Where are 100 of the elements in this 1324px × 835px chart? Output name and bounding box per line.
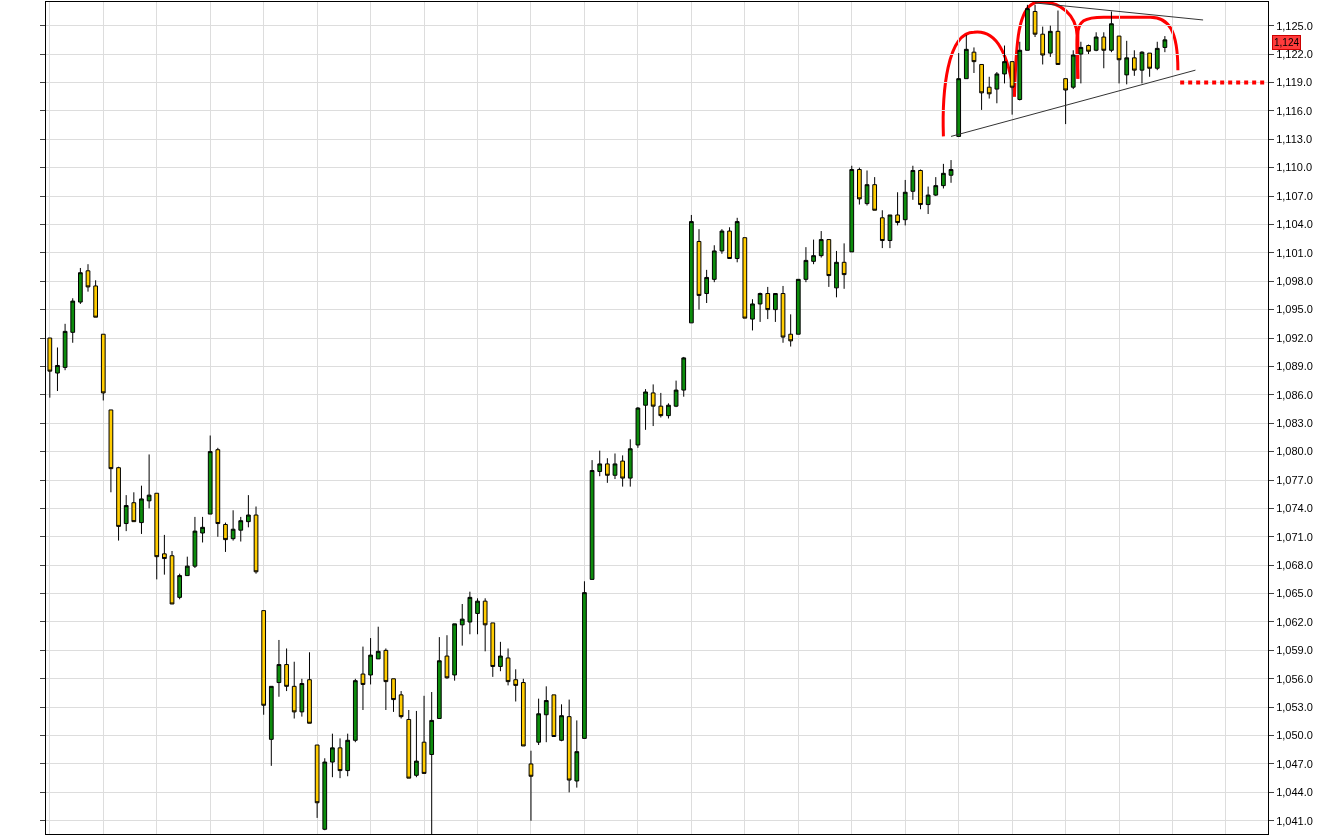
- candlestick: [70, 297, 76, 344]
- candlestick: [589, 459, 595, 580]
- y-tick-label: 1,077.0: [1276, 473, 1313, 486]
- candlestick: [650, 383, 656, 427]
- candlestick: [971, 46, 977, 74]
- candlestick: [1040, 26, 1046, 65]
- candlestick: [375, 626, 381, 660]
- candlestick: [192, 516, 198, 569]
- candlestick: [276, 639, 282, 698]
- candlestick: [253, 506, 259, 575]
- y-tick-label: 1,086.0: [1276, 388, 1313, 401]
- candlestick: [727, 226, 732, 260]
- y-tick-label: 1,122.0: [1276, 47, 1313, 60]
- candlestick: [795, 278, 801, 335]
- candlestick: [200, 516, 205, 543]
- candlestick: [857, 167, 862, 206]
- candlestick: [520, 678, 526, 747]
- candlestick: [1101, 31, 1107, 69]
- candlestick: [284, 647, 289, 692]
- candlestick: [215, 447, 221, 538]
- candlestick: [406, 709, 412, 779]
- candlestick: [1009, 61, 1015, 116]
- candlestick: [452, 623, 457, 682]
- candlestick: [895, 191, 900, 226]
- candlestick: [246, 494, 251, 528]
- y-tick-label: 1,089.0: [1276, 360, 1313, 373]
- candlestick: [612, 452, 618, 480]
- candlestick: [1139, 50, 1145, 84]
- y-tick-label: 1,116.0: [1276, 104, 1313, 117]
- y-tick-label: 1,068.0: [1276, 559, 1313, 572]
- candlestick: [528, 750, 534, 822]
- candlestick: [177, 573, 183, 600]
- candlestick: [551, 694, 557, 738]
- y-tick-label: 1,110.0: [1276, 161, 1313, 174]
- candlestick: [1162, 35, 1168, 53]
- candlestick: [673, 380, 679, 408]
- candlestick: [872, 176, 878, 211]
- candlestick: [184, 556, 190, 577]
- candlestick: [383, 647, 389, 711]
- candlestick: [291, 661, 297, 720]
- candlestick: [207, 435, 213, 515]
- candlestick: [956, 52, 962, 137]
- candlestick: [100, 333, 106, 401]
- candlestick: [1070, 49, 1076, 90]
- candlestick: [1154, 41, 1160, 71]
- candlestick: [1047, 25, 1053, 58]
- candlestick: [505, 647, 511, 686]
- candlestick: [757, 292, 763, 323]
- candlestick: [826, 239, 832, 288]
- candlestick: [879, 209, 885, 249]
- candlestick: [734, 217, 740, 263]
- candlestick: [78, 267, 83, 305]
- candlestick: [925, 186, 931, 215]
- candlestick: [62, 323, 68, 371]
- y-tick-label: 1,107.0: [1276, 189, 1313, 202]
- candlestick: [108, 409, 114, 493]
- candlestick: [597, 450, 603, 477]
- candlestick: [780, 285, 786, 344]
- candlestick: [398, 690, 404, 720]
- candlestick: [902, 179, 908, 226]
- y-tick-label: 1,104.0: [1276, 218, 1313, 231]
- candlestick: [994, 71, 1000, 104]
- candlestick: [230, 509, 236, 542]
- candlestick: [536, 698, 541, 746]
- y-tick-label: 1,101.0: [1276, 246, 1313, 259]
- candlestick: [146, 453, 152, 509]
- candlestick: [666, 402, 671, 419]
- candlestick: [750, 298, 755, 331]
- candlestick: [811, 239, 816, 265]
- candlestick: [773, 293, 778, 323]
- candlestick: [711, 244, 717, 283]
- candlestick: [559, 703, 564, 742]
- candlestick: [154, 492, 160, 580]
- candlestick: [788, 313, 794, 348]
- candlestick: [55, 346, 60, 392]
- candlestick: [223, 522, 228, 553]
- y-tick-label: 1,095.0: [1276, 303, 1313, 316]
- candlestick: [330, 733, 335, 778]
- candlestick: [704, 269, 710, 304]
- candlestick: [1032, 4, 1038, 38]
- candlestick: [765, 286, 771, 320]
- candlestick: [742, 237, 748, 319]
- candlestick: [444, 634, 450, 680]
- y-tick-label: 1,047.0: [1276, 757, 1313, 770]
- candlestick: [391, 678, 396, 713]
- candlestick: [582, 580, 587, 739]
- y-tick-label: 1,041.0: [1276, 814, 1313, 827]
- candlestick: [490, 622, 496, 678]
- candlestick: [1025, 4, 1030, 51]
- candlestick: [620, 454, 625, 488]
- candlestick: [1147, 52, 1152, 78]
- y-tick-label: 1,080.0: [1276, 445, 1313, 458]
- candlestick: [635, 406, 641, 449]
- candlestick: [1086, 44, 1091, 55]
- candlestick: [307, 651, 312, 724]
- candlestick: [543, 685, 549, 743]
- candlestick: [1063, 78, 1068, 125]
- candlestick: [513, 668, 519, 702]
- y-tick-label: 1,083.0: [1276, 417, 1313, 430]
- candlestick: [314, 744, 320, 819]
